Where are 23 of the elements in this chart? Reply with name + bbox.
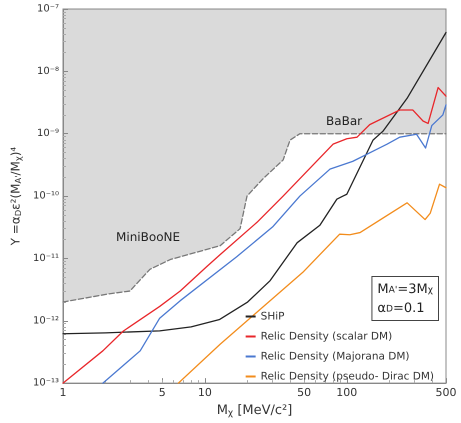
x-tick-label: 5	[158, 386, 166, 400]
x-tick-label: 50	[297, 386, 312, 400]
y-tick-label: 10⁻⁷	[36, 4, 59, 14]
y-tick-label: 10⁻⁸	[36, 66, 59, 77]
annotation: BaBar	[326, 114, 362, 128]
legend-label: Relic Density (Majorana DM)	[260, 350, 410, 362]
annotation: MiniBooNE	[116, 230, 180, 244]
x-tick-label: 1	[60, 386, 66, 400]
y-tick-label: 10⁻⁹	[36, 128, 59, 140]
legend-label: Relic Density (pseudo- Dirac DM)	[260, 370, 434, 382]
y-tick-label: 10⁻¹⁰	[32, 190, 59, 202]
x-tick-label: 500	[436, 386, 456, 400]
y-tick-label: 10⁻¹³	[32, 378, 59, 389]
x-tick-label: 10	[198, 386, 212, 400]
annotation: MA'=3Mχ	[377, 282, 434, 297]
x-axis-title: Mχ [MeV/c²]	[216, 403, 292, 418]
x-tick-label: 100	[336, 386, 358, 400]
y-axis-title: Y =αDε²(MA'/Mχ)⁴	[8, 146, 24, 246]
annotation: αD=0.1	[377, 301, 425, 316]
y-tick-label: 10⁻¹¹	[32, 252, 59, 264]
legend-label: Relic Density (scalar DM)	[260, 330, 392, 342]
legend-label: SHiP	[260, 310, 284, 322]
y-tick-label: 10⁻¹²	[32, 315, 59, 326]
